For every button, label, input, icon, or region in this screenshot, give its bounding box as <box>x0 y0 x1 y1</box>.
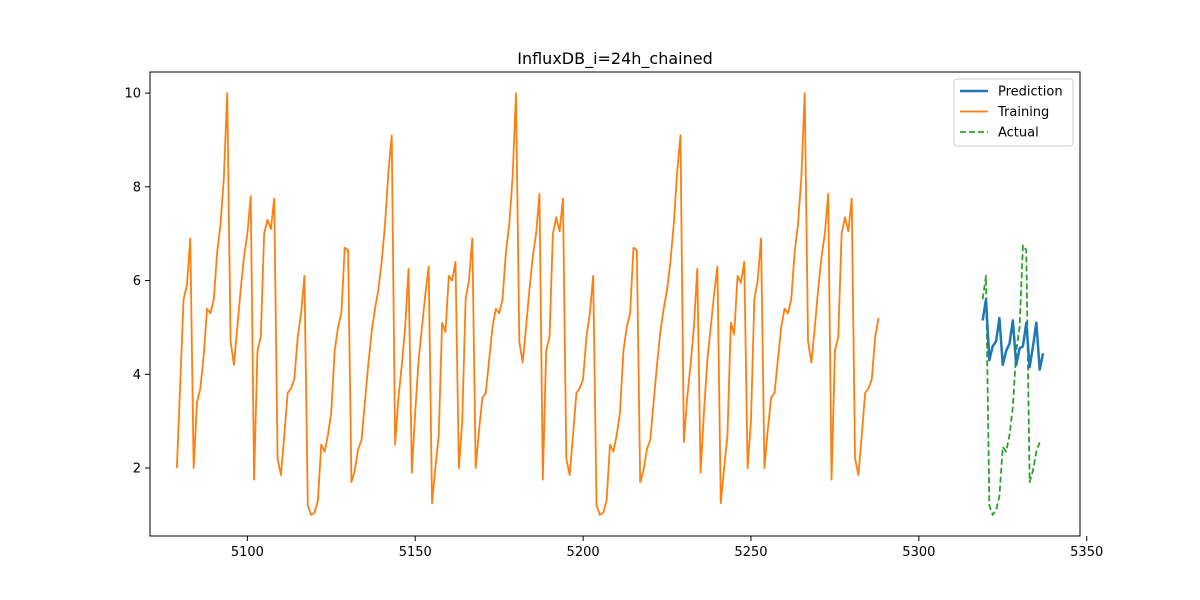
y-tick-label: 2 <box>133 462 141 477</box>
y-tick-label: 8 <box>133 180 141 195</box>
x-axis: 5100 5150 5200 5250 5300 5350 <box>231 536 1103 560</box>
y-tick-label: 4 <box>133 368 141 383</box>
series-actual-line <box>981 244 1041 516</box>
legend-label-training: Training <box>997 105 1049 120</box>
x-tick-label: 5350 <box>1070 545 1103 560</box>
legend: Prediction Training Actual <box>953 78 1074 147</box>
x-tick-label: 5200 <box>567 545 600 560</box>
x-tick-label: 5250 <box>734 545 767 560</box>
legend-label-actual: Actual <box>998 126 1039 141</box>
plot-frame <box>149 71 1081 537</box>
y-axis: 2 4 6 8 10 <box>124 87 150 477</box>
y-tick-label: 6 <box>133 274 141 289</box>
chart-title: InfluxDB_i=24h_chained <box>517 49 713 69</box>
x-tick-label: 5150 <box>399 545 432 560</box>
series-training-line <box>175 92 880 516</box>
legend-label-prediction: Prediction <box>998 85 1063 100</box>
x-tick-label: 5100 <box>231 545 264 560</box>
y-tick-label: 10 <box>124 87 141 102</box>
legend-box <box>953 78 1074 147</box>
x-tick-label: 5300 <box>902 545 935 560</box>
series-prediction-line <box>981 298 1045 371</box>
series-layer <box>175 92 1045 516</box>
